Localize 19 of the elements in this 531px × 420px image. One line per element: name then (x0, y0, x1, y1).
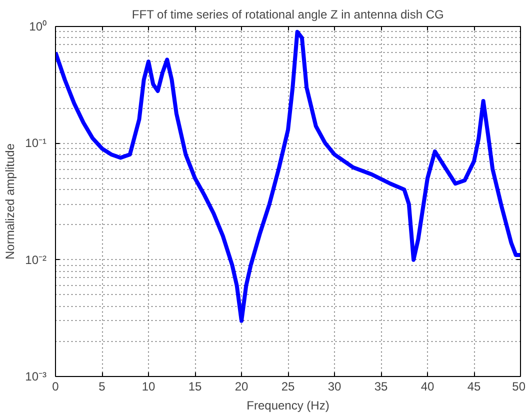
x-tick-label: 20 (234, 380, 248, 394)
x-tick-label: 35 (374, 380, 388, 394)
chart-title: FFT of time series of rotational angle Z in antenna dish CG (132, 8, 444, 22)
x-tick-label: 0 (52, 380, 60, 394)
y-tick-label: 10⁰ (29, 20, 47, 34)
x-tick-label: 5 (98, 380, 106, 394)
x-axis-title: Frequency (Hz) (246, 398, 330, 412)
line-series (56, 30, 520, 323)
y-tick-label: 10⁻¹ (25, 136, 47, 150)
x-tick-label: 40 (420, 380, 434, 394)
x-tick-label: 30 (328, 380, 342, 394)
y-axis-title: Normalized amplitude (3, 143, 18, 260)
y-tick-label: 10⁻² (25, 252, 47, 267)
x-tick-label: 10 (142, 380, 156, 394)
x-tick-label: 50 (512, 380, 526, 394)
x-tick-label: 25 (281, 380, 295, 394)
x-tick-label: 15 (188, 380, 202, 394)
y-tick-label: 10⁻³ (25, 370, 47, 384)
x-tick-label: 45 (467, 380, 481, 394)
